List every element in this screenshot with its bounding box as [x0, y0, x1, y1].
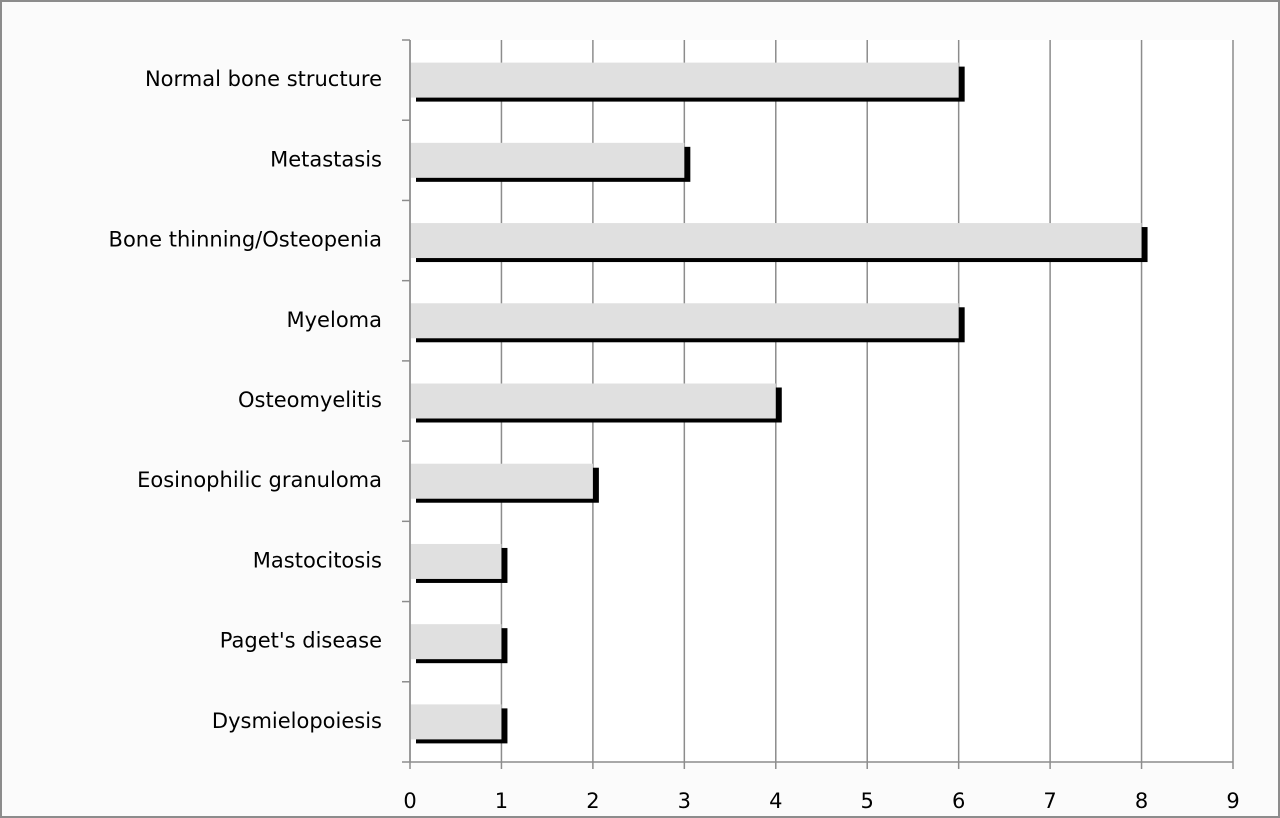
bar: [411, 543, 502, 579]
bar: [411, 463, 593, 499]
x-tick-label: 7: [1043, 789, 1056, 813]
x-tick-label: 9: [1226, 789, 1239, 813]
y-tick-label: Metastasis: [270, 147, 382, 171]
x-tick-label: 0: [403, 789, 416, 813]
x-tick-label: 8: [1135, 789, 1148, 813]
x-tick-label: 1: [495, 789, 508, 813]
x-tick-label: 3: [678, 789, 691, 813]
bar: [411, 303, 959, 339]
bar: [411, 624, 502, 660]
bar: [411, 62, 959, 98]
y-tick-label: Osteomyelitis: [238, 388, 382, 412]
y-tick-label: Dysmielopoiesis: [212, 709, 382, 733]
bar: [411, 142, 685, 178]
y-tick-label: Paget's disease: [220, 629, 382, 653]
bar: [411, 704, 502, 740]
bar: [411, 223, 1142, 259]
y-tick-label: Eosinophilic granuloma: [137, 468, 382, 492]
x-tick-label: 6: [952, 789, 965, 813]
y-tick-label: Myeloma: [287, 308, 382, 332]
y-tick-label: Normal bone structure: [145, 67, 382, 91]
x-tick-label: 5: [861, 789, 874, 813]
y-tick-label: Bone thinning/Osteopenia: [109, 228, 382, 252]
y-tick-label: Mastocitosis: [253, 548, 382, 572]
bar: [411, 383, 776, 419]
x-tick-label: 2: [586, 789, 599, 813]
x-tick-label: 4: [769, 789, 782, 813]
